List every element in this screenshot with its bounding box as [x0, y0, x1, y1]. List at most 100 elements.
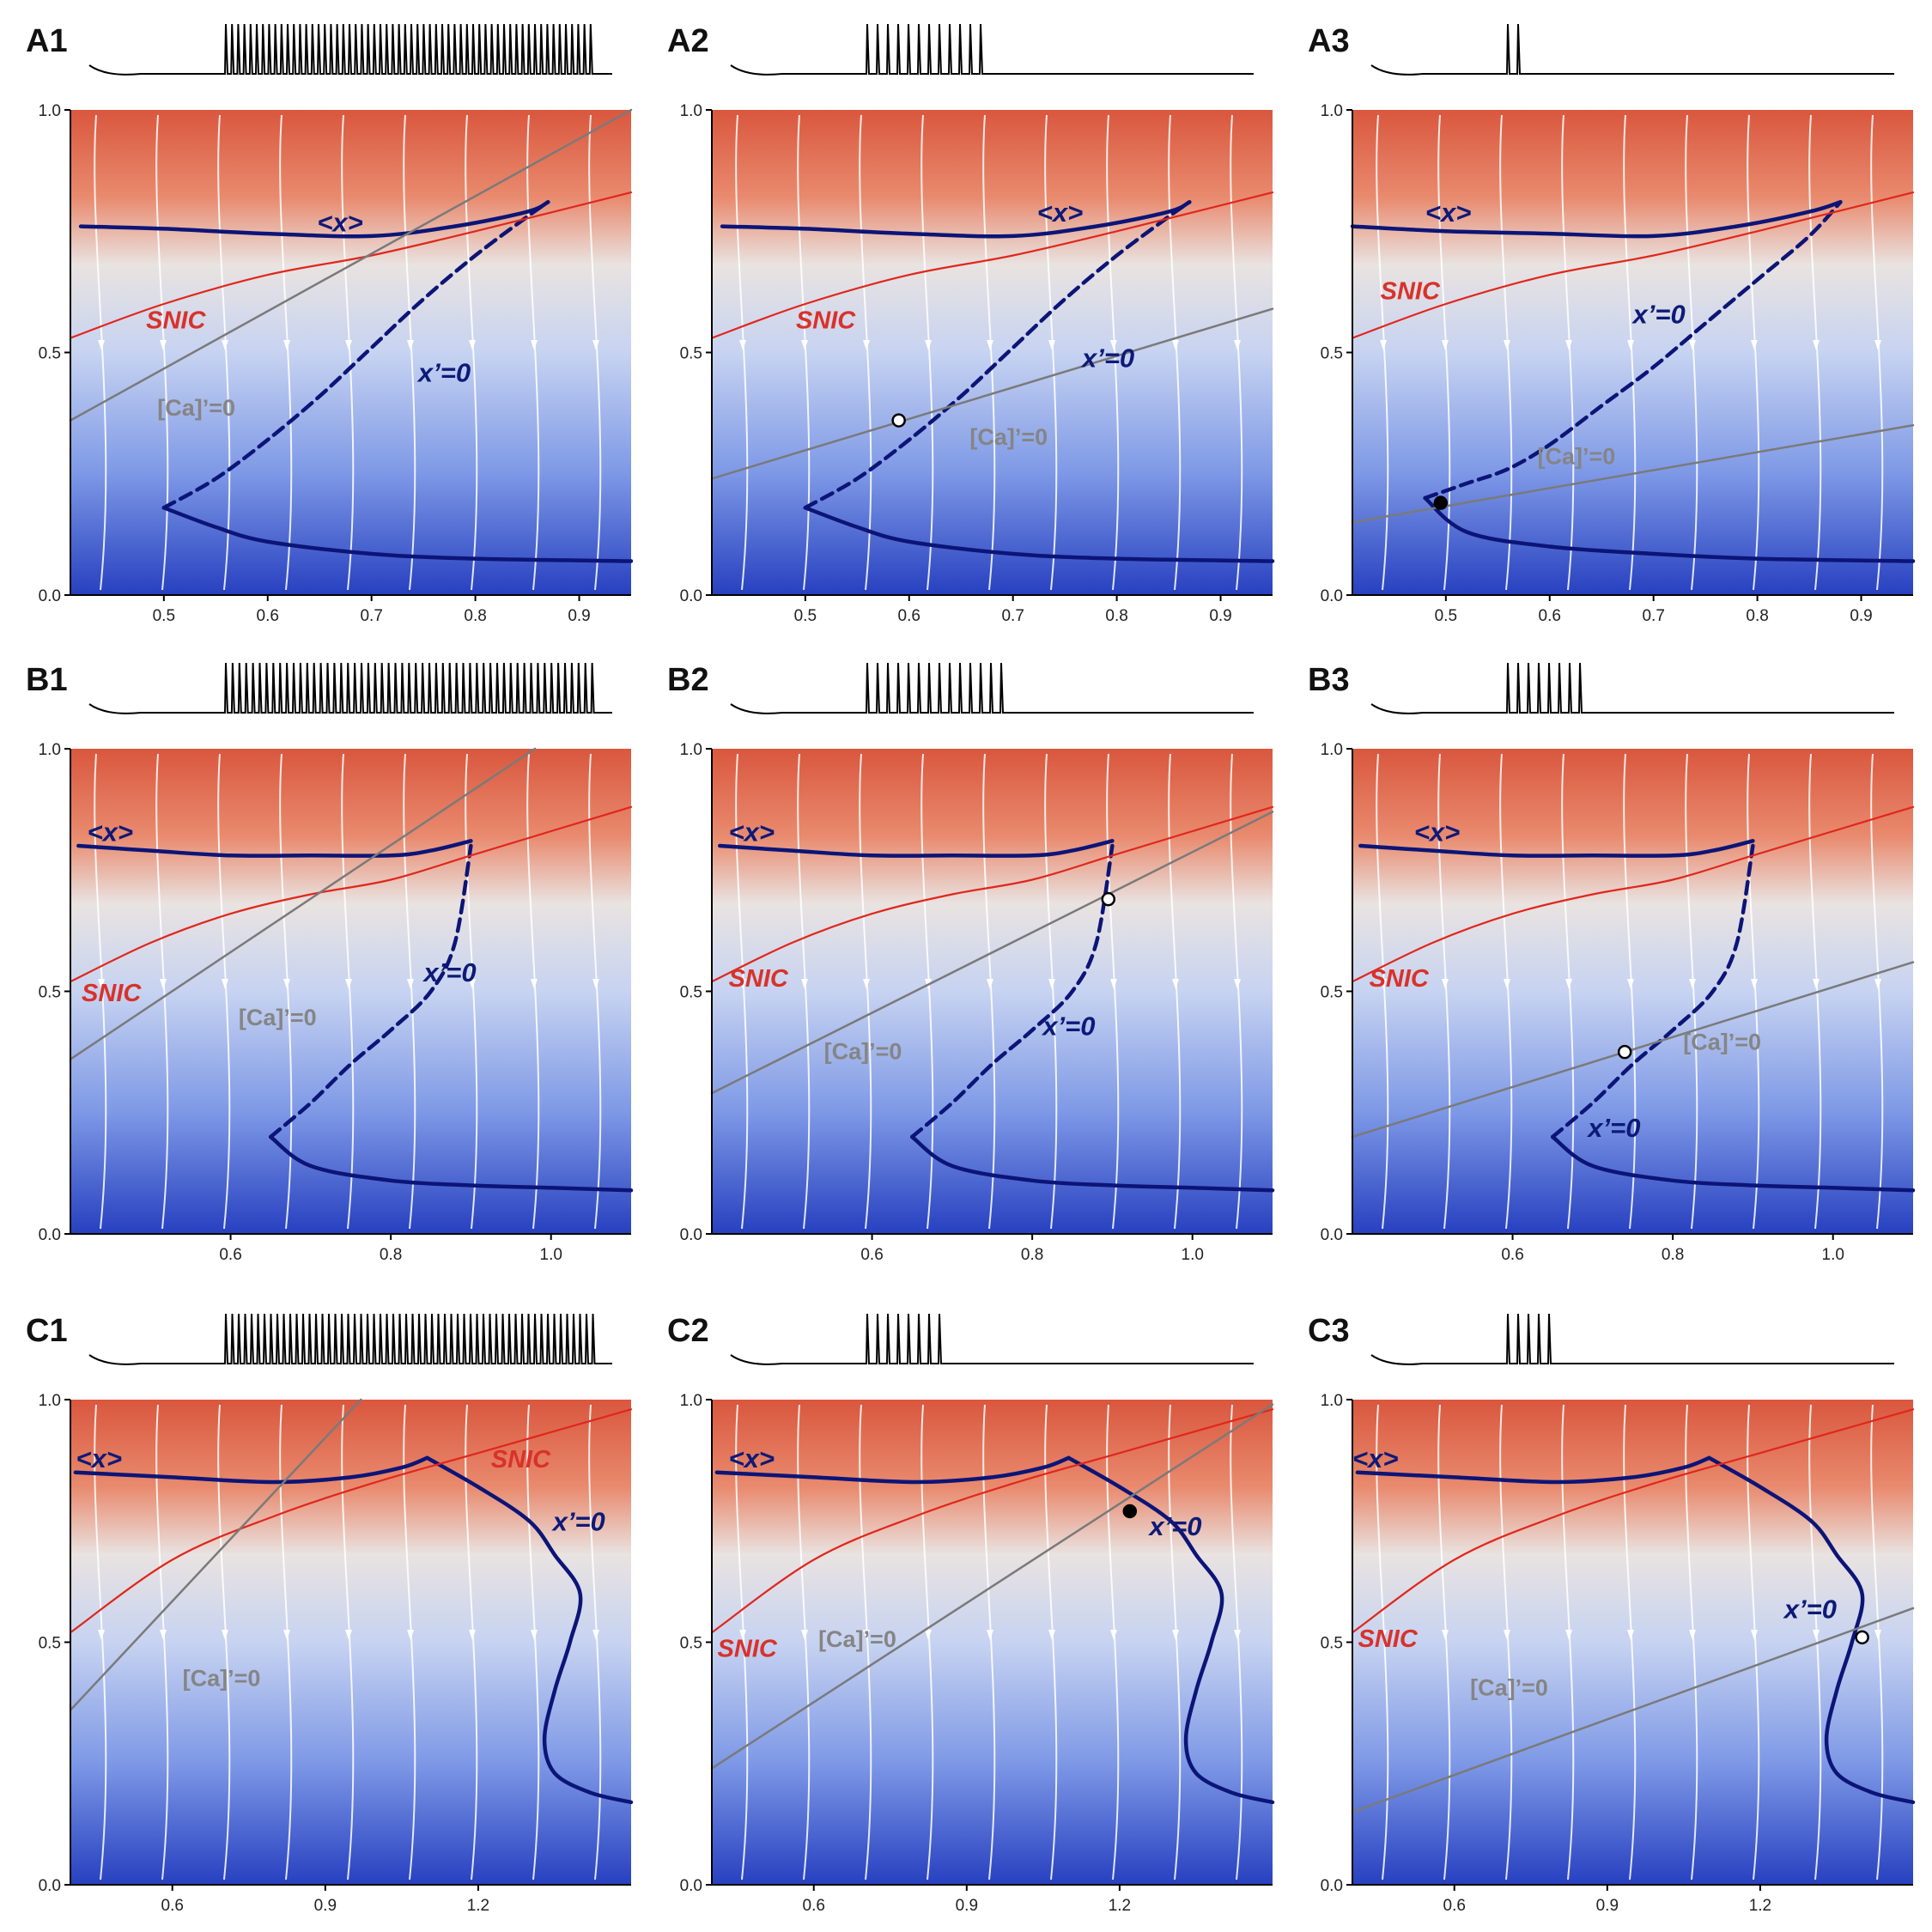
streamline: [155, 114, 169, 591]
label-ca-nullcline: [Ca]’=0: [818, 1626, 896, 1652]
streamline: [465, 753, 478, 1230]
flow-arrow-icon: [987, 1630, 993, 1640]
panel-b3: B3 <x> SNIC x’=0 [Ca]’=0 0.6 0.8 1.0 0.0 0.5 1.0: [1308, 662, 1916, 1264]
x-tick-label: 0.6: [898, 607, 920, 625]
y-tick-label: 0.0: [680, 587, 702, 605]
panel-label: B2: [667, 662, 709, 698]
axes: 0.6 0.9 1.2 0.0 0.5 1.0: [1321, 1392, 1913, 1915]
flow-arrow-icon: [801, 979, 808, 989]
streamline: [1376, 114, 1389, 591]
streamline: [465, 1404, 478, 1880]
label-ca-nullcline: [Ca]’=0: [157, 395, 235, 421]
label-snic: SNIC: [796, 307, 856, 334]
streamline: [526, 1404, 540, 1880]
streamline: [797, 1404, 811, 1880]
streamline: [1499, 753, 1513, 1230]
x-nullcline-middle-line: [803, 200, 1192, 510]
streamline: [735, 1404, 749, 1880]
fixed-point-unstable: [891, 413, 906, 428]
streamline: [982, 114, 996, 591]
panel-label: B3: [1308, 662, 1350, 698]
flow-arrow-icon: [801, 340, 808, 350]
streamline: [1230, 753, 1243, 1230]
x-tick-label: 1.2: [1749, 1897, 1771, 1915]
flow-arrow-icon: [1048, 979, 1055, 989]
voltage-trace: [88, 23, 612, 76]
label-snic: SNIC: [729, 965, 789, 993]
fixed-point-unstable: [1855, 1630, 1869, 1645]
x-nullcline-upper-line: [1355, 1455, 1711, 1485]
axes: 0.6 0.8 1.0 0.0 0.5 1.0: [39, 741, 631, 1264]
y-tick-label: 1.0: [1321, 1392, 1343, 1410]
y-tick-label: 0.5: [680, 1635, 702, 1653]
x-nullcline-right-line: [1066, 1455, 1275, 1805]
ca-nullcline-line: [69, 747, 537, 1060]
flow-arrow-icon: [863, 340, 870, 350]
flow-arrow-icon: [925, 1630, 932, 1640]
streamline: [588, 753, 602, 1230]
ca-nullcline-line: [69, 1398, 362, 1711]
streamline: [982, 1404, 996, 1880]
y-tick-label: 0.5: [680, 345, 702, 363]
x-tick-label: 0.9: [1209, 607, 1231, 625]
streamline: [403, 753, 416, 1230]
y-tick-label: 0.5: [1321, 345, 1343, 363]
label-mean-x: <x>: [729, 817, 775, 847]
flow-arrow-icon: [1565, 1630, 1572, 1640]
y-tick-label: 0.0: [680, 1877, 702, 1895]
flow-arrow-icon: [801, 1630, 808, 1640]
flow-arrow-icon: [1813, 1630, 1820, 1640]
label-mean-x: <x>: [729, 1443, 775, 1473]
label-snic: SNIC: [1381, 277, 1441, 305]
flow-arrow-icon: [283, 1630, 290, 1640]
x-nullcline-lower-line: [803, 506, 1275, 563]
streamline: [1561, 1404, 1575, 1880]
streamline: [465, 114, 478, 591]
x-nullcline-upper-line: [1350, 200, 1843, 239]
plot-background: [712, 110, 1273, 595]
axes: 0.5 0.6 0.7 0.8 0.9 0.0 0.5 1.0: [39, 102, 631, 625]
streamline: [217, 753, 231, 1230]
y-tick-label: 0.5: [39, 1635, 61, 1653]
streamline: [217, 1404, 231, 1880]
trace-line: [730, 23, 1254, 76]
flow-arrow-icon: [987, 340, 993, 350]
streamline: [155, 1404, 169, 1880]
x-tick-label: 0.7: [360, 607, 382, 625]
streamlines: [735, 114, 1243, 591]
streamline: [1870, 114, 1884, 591]
flow-arrow-icon: [987, 979, 993, 989]
snic-line: [69, 1408, 633, 1634]
streamlines: [735, 753, 1243, 1230]
x-nullcline-lower-line: [1423, 495, 1916, 563]
snic-line: [69, 805, 633, 983]
x-tick-label: 0.8: [380, 1246, 402, 1264]
flow-arrow-icon: [98, 979, 105, 989]
snic-line: [1351, 1408, 1915, 1634]
streamline: [1376, 753, 1389, 1230]
flow-arrow-icon: [1565, 979, 1572, 989]
y-tick-label: 0.0: [680, 1226, 702, 1244]
snic-line: [710, 191, 1274, 339]
x-tick-label: 0.5: [1435, 607, 1457, 625]
x-tick-label: 0.9: [956, 1897, 978, 1915]
label-mean-x: <x>: [1425, 197, 1471, 228]
y-tick-label: 0.0: [1321, 1226, 1343, 1244]
trace-line: [88, 23, 612, 76]
label-x-nullcline: x’=0: [422, 957, 476, 987]
flow-arrow-icon: [1442, 1630, 1449, 1640]
axes: 0.5 0.6 0.7 0.8 0.9 0.0 0.5 1.0: [1321, 102, 1913, 625]
flow-arrow-icon: [1234, 1630, 1241, 1640]
flow-arrow-icon: [1689, 979, 1696, 989]
flow-arrow-icon: [1442, 340, 1449, 350]
label-mean-x: <x>: [1414, 817, 1460, 847]
label-x-nullcline: x’=0: [1783, 1594, 1837, 1624]
label-snic: SNIC: [718, 1635, 778, 1662]
flow-arrow-icon: [592, 1630, 599, 1640]
flow-arrow-icon: [1110, 340, 1117, 350]
streamline: [341, 1404, 355, 1880]
x-nullcline-middle-line: [161, 200, 550, 510]
flow-arrow-icon: [160, 1630, 167, 1640]
label-x-nullcline: x’=0: [1631, 300, 1686, 330]
